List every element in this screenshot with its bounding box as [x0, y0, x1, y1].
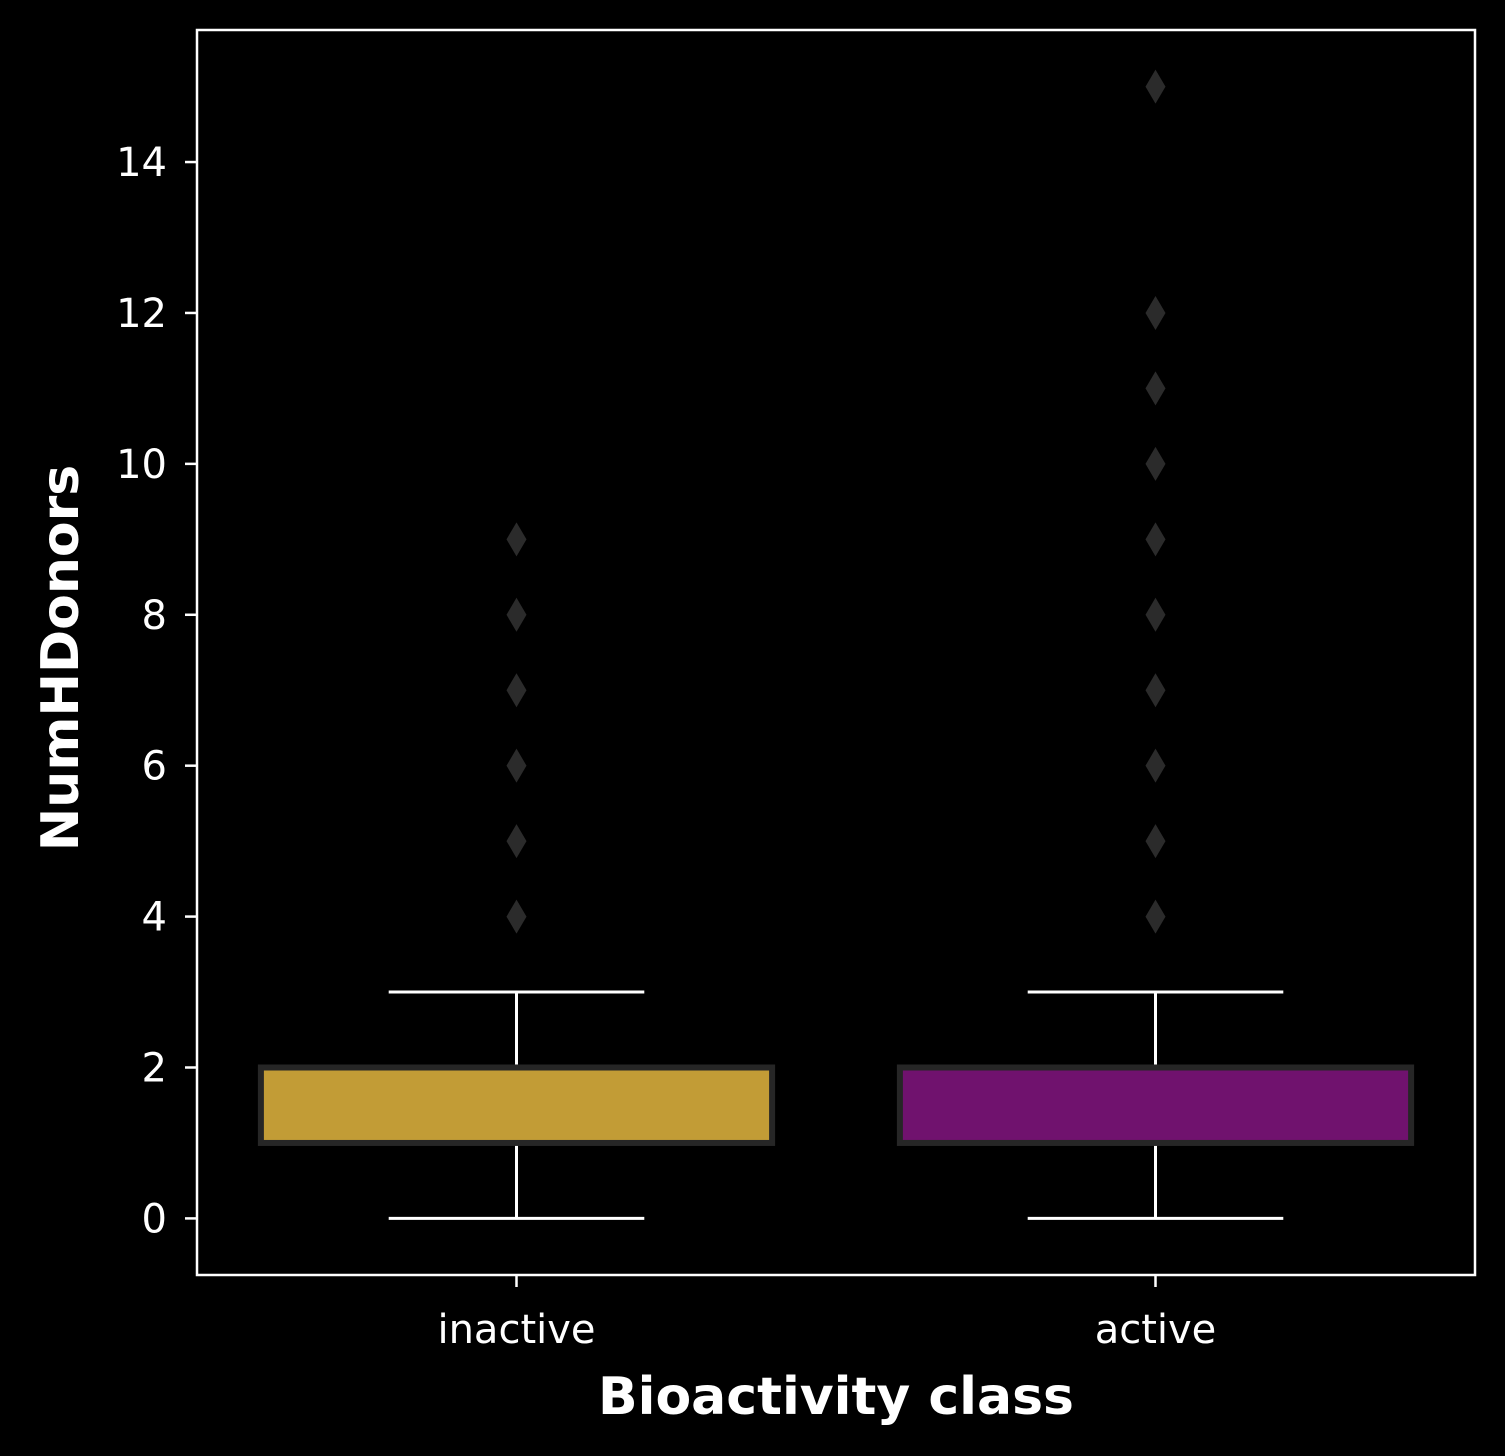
outlier-point-active: [1145, 522, 1166, 557]
outlier-point-inactive: [506, 597, 527, 632]
outlier-point-inactive: [506, 748, 527, 783]
outlier-point-inactive: [506, 899, 527, 934]
x-tick-label-active: active: [1095, 1307, 1217, 1353]
box-inactive: [257, 1064, 776, 1146]
outliers-layer: [506, 69, 1166, 934]
y-axis: 0 2 4 6 8 10 12 14: [116, 140, 197, 1242]
x-axis: inactive active: [437, 1275, 1216, 1353]
boxes-layer: [257, 990, 1415, 1220]
y-axis-title: NumHDonors: [31, 465, 91, 851]
y-tick-label-2: 2: [142, 1046, 167, 1092]
outlier-point-inactive: [506, 824, 527, 859]
y-tick-label-12: 12: [116, 291, 167, 337]
outlier-point-inactive: [506, 522, 527, 557]
y-tick-label-10: 10: [116, 442, 167, 488]
y-tick-label-14: 14: [116, 140, 167, 186]
box-active: [896, 1064, 1415, 1146]
outlier-point-active: [1145, 69, 1166, 104]
outlier-point-inactive: [506, 673, 527, 708]
y-tick-label-4: 4: [142, 895, 167, 941]
outlier-point-active: [1145, 899, 1166, 934]
x-tick-label-inactive: inactive: [437, 1307, 595, 1353]
outlier-point-active: [1145, 446, 1166, 481]
y-tick-label-8: 8: [142, 593, 167, 639]
x-axis-title: Bioactivity class: [598, 1367, 1074, 1427]
outlier-point-active: [1145, 295, 1166, 330]
outlier-point-active: [1145, 673, 1166, 708]
y-tick-label-6: 6: [142, 744, 167, 790]
y-tick-label-0: 0: [142, 1196, 167, 1242]
plot-area-frame: [195, 28, 1477, 1277]
outlier-point-active: [1145, 748, 1166, 783]
outlier-point-active: [1145, 597, 1166, 632]
outlier-point-active: [1145, 371, 1166, 406]
outlier-point-active: [1145, 824, 1166, 859]
